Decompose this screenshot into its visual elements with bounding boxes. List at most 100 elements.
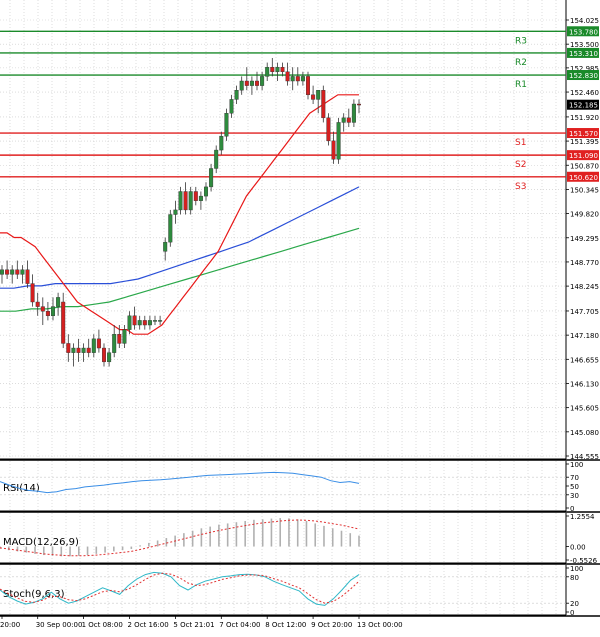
candle <box>341 113 346 132</box>
candle-body <box>30 283 35 303</box>
candle-body <box>188 191 193 211</box>
candle <box>76 338 81 362</box>
candle-body <box>137 320 142 326</box>
candle-body <box>173 209 178 215</box>
level-tag-r3 <box>567 26 599 37</box>
candle-body <box>224 113 229 137</box>
candle <box>316 90 321 114</box>
candle <box>158 315 163 326</box>
candle <box>280 62 285 77</box>
rsi-line <box>0 471 360 494</box>
candle <box>351 99 356 128</box>
candle-body <box>295 76 300 82</box>
indicator-tick-label: 20 <box>570 600 579 608</box>
candle-body <box>321 90 326 119</box>
candle <box>265 62 270 82</box>
level-name-s1: S1 <box>515 138 526 148</box>
level-name-s2: S2 <box>515 160 526 170</box>
indicator-tick-label: -0.5526 <box>570 557 598 565</box>
candle <box>107 348 112 367</box>
candle-body <box>244 80 249 86</box>
candle <box>173 200 178 224</box>
candle <box>346 108 351 128</box>
candle <box>326 113 331 146</box>
level-tag-r2 <box>567 47 599 58</box>
level-name-r3: R3 <box>515 36 527 46</box>
price-tick-label: 152.460 <box>570 89 599 97</box>
candle <box>203 182 208 201</box>
level-tag-s2 <box>567 150 599 161</box>
candle <box>331 131 336 164</box>
indicator-tick-label: 0 <box>570 609 574 617</box>
price-tick-label: 151.920 <box>570 114 599 122</box>
candle <box>112 325 117 358</box>
candle <box>91 334 96 358</box>
candle-body <box>107 352 112 363</box>
candle-body <box>214 149 219 169</box>
ma-blue-line <box>0 186 360 289</box>
candle <box>61 292 66 349</box>
candle <box>214 145 219 174</box>
candle-body <box>168 214 173 243</box>
candle <box>198 191 203 210</box>
candle <box>300 71 305 86</box>
candle-body <box>249 80 254 86</box>
candle <box>86 338 91 358</box>
candle <box>275 62 280 82</box>
candle-body <box>20 269 25 275</box>
level-name-r2: R2 <box>515 58 527 68</box>
candle-body <box>203 186 208 197</box>
candle-body <box>45 311 50 317</box>
pivot-levels: R3 153.780 R2 153.310 R1 152.830 S1 151.570 S2 15… <box>0 26 599 192</box>
candle <box>30 274 35 307</box>
candle <box>285 62 290 86</box>
macd-panel: 1.2554 0.00 -0.5526 MACD(12,26,9) <box>0 513 598 565</box>
candle-body <box>285 71 290 82</box>
candle-body <box>96 338 101 349</box>
candle <box>0 265 4 284</box>
candle-body <box>311 94 316 100</box>
current-price-label: 152.185 <box>569 102 598 110</box>
candle-body <box>40 306 45 312</box>
candle <box>137 315 142 330</box>
indicator-tick-label: 0 <box>570 505 574 513</box>
candle-body <box>275 66 280 72</box>
candle-body <box>101 347 106 363</box>
time-tick-label: 8 Oct 12:00 <box>265 621 306 629</box>
candle-body <box>351 103 356 123</box>
candle-body <box>229 99 234 114</box>
candle <box>234 85 239 105</box>
candle <box>45 301 50 321</box>
price-tick-label: 145.605 <box>570 405 599 413</box>
candles <box>0 57 362 367</box>
price-tick-label: 151.395 <box>570 138 599 146</box>
candle-body <box>158 320 163 322</box>
candle <box>357 99 362 114</box>
candle-body <box>270 66 275 72</box>
ma-red-line <box>0 94 359 335</box>
candle-body <box>5 269 10 275</box>
candle <box>163 237 168 261</box>
level-tag-s3 <box>567 171 599 182</box>
stoch-main-line <box>0 571 360 606</box>
candle-body <box>35 301 40 307</box>
candle-body <box>234 90 239 100</box>
price-tick-label: 152.985 <box>570 65 599 73</box>
candle-body <box>290 76 295 82</box>
candle <box>311 85 316 105</box>
level-tag-label: 152.830 <box>569 72 598 80</box>
price-tick-label: 149.820 <box>570 211 599 219</box>
price-tick-label: 146.130 <box>570 380 599 388</box>
candle <box>10 265 15 284</box>
candle <box>306 71 311 100</box>
time-tick-label: 1 Oct 08:00 <box>82 621 123 629</box>
time-tick-label: 5 Oct 21:01 <box>173 621 214 629</box>
stoch-title: Stoch(9,6,3) <box>3 589 65 600</box>
level-tag-r1 <box>567 70 599 81</box>
candle-body <box>61 301 66 344</box>
grid <box>0 0 566 615</box>
level-name-r1: R1 <box>515 80 527 90</box>
candle <box>239 76 244 95</box>
